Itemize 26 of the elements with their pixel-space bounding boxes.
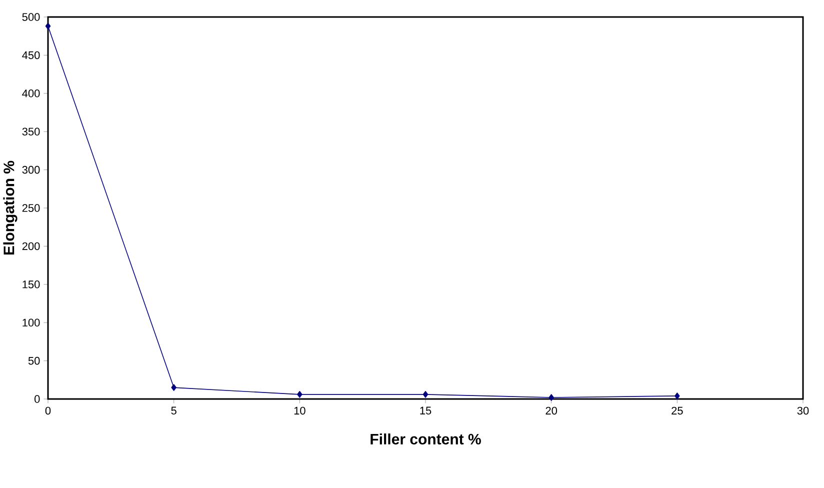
point [45,22,51,30]
x-tick-label: 15 [420,406,432,414]
y-axis-title: Elongation % [3,160,18,254]
x-axis-title: Filler content % [370,433,481,444]
y-tick-label: 250 [22,204,40,212]
y-tick-label: 450 [22,51,40,60]
y-tick-label: 400 [22,90,40,98]
y-tick-label: 500 [22,13,40,21]
y-tick-label: 200 [22,242,40,250]
y-tick-label: 100 [22,318,40,326]
point [422,391,428,398]
point [171,384,176,391]
point [297,391,302,398]
y-tick-label: 300 [22,166,40,174]
y-tick-label: 0 [34,395,40,403]
y-tick-label: 350 [22,128,40,136]
point [548,394,554,401]
x-tick-label: 25 [672,406,683,415]
x-tick-label: 10 [294,406,306,415]
x-tick-label: 30 [797,406,809,415]
y-tick-label: 50 [28,356,40,365]
y-tick-label: 150 [22,280,40,288]
x-tick-label: 5 [171,406,176,414]
point [674,392,680,400]
x-tick-label: 20 [546,406,558,415]
x-tick-label: 0 [45,406,51,415]
